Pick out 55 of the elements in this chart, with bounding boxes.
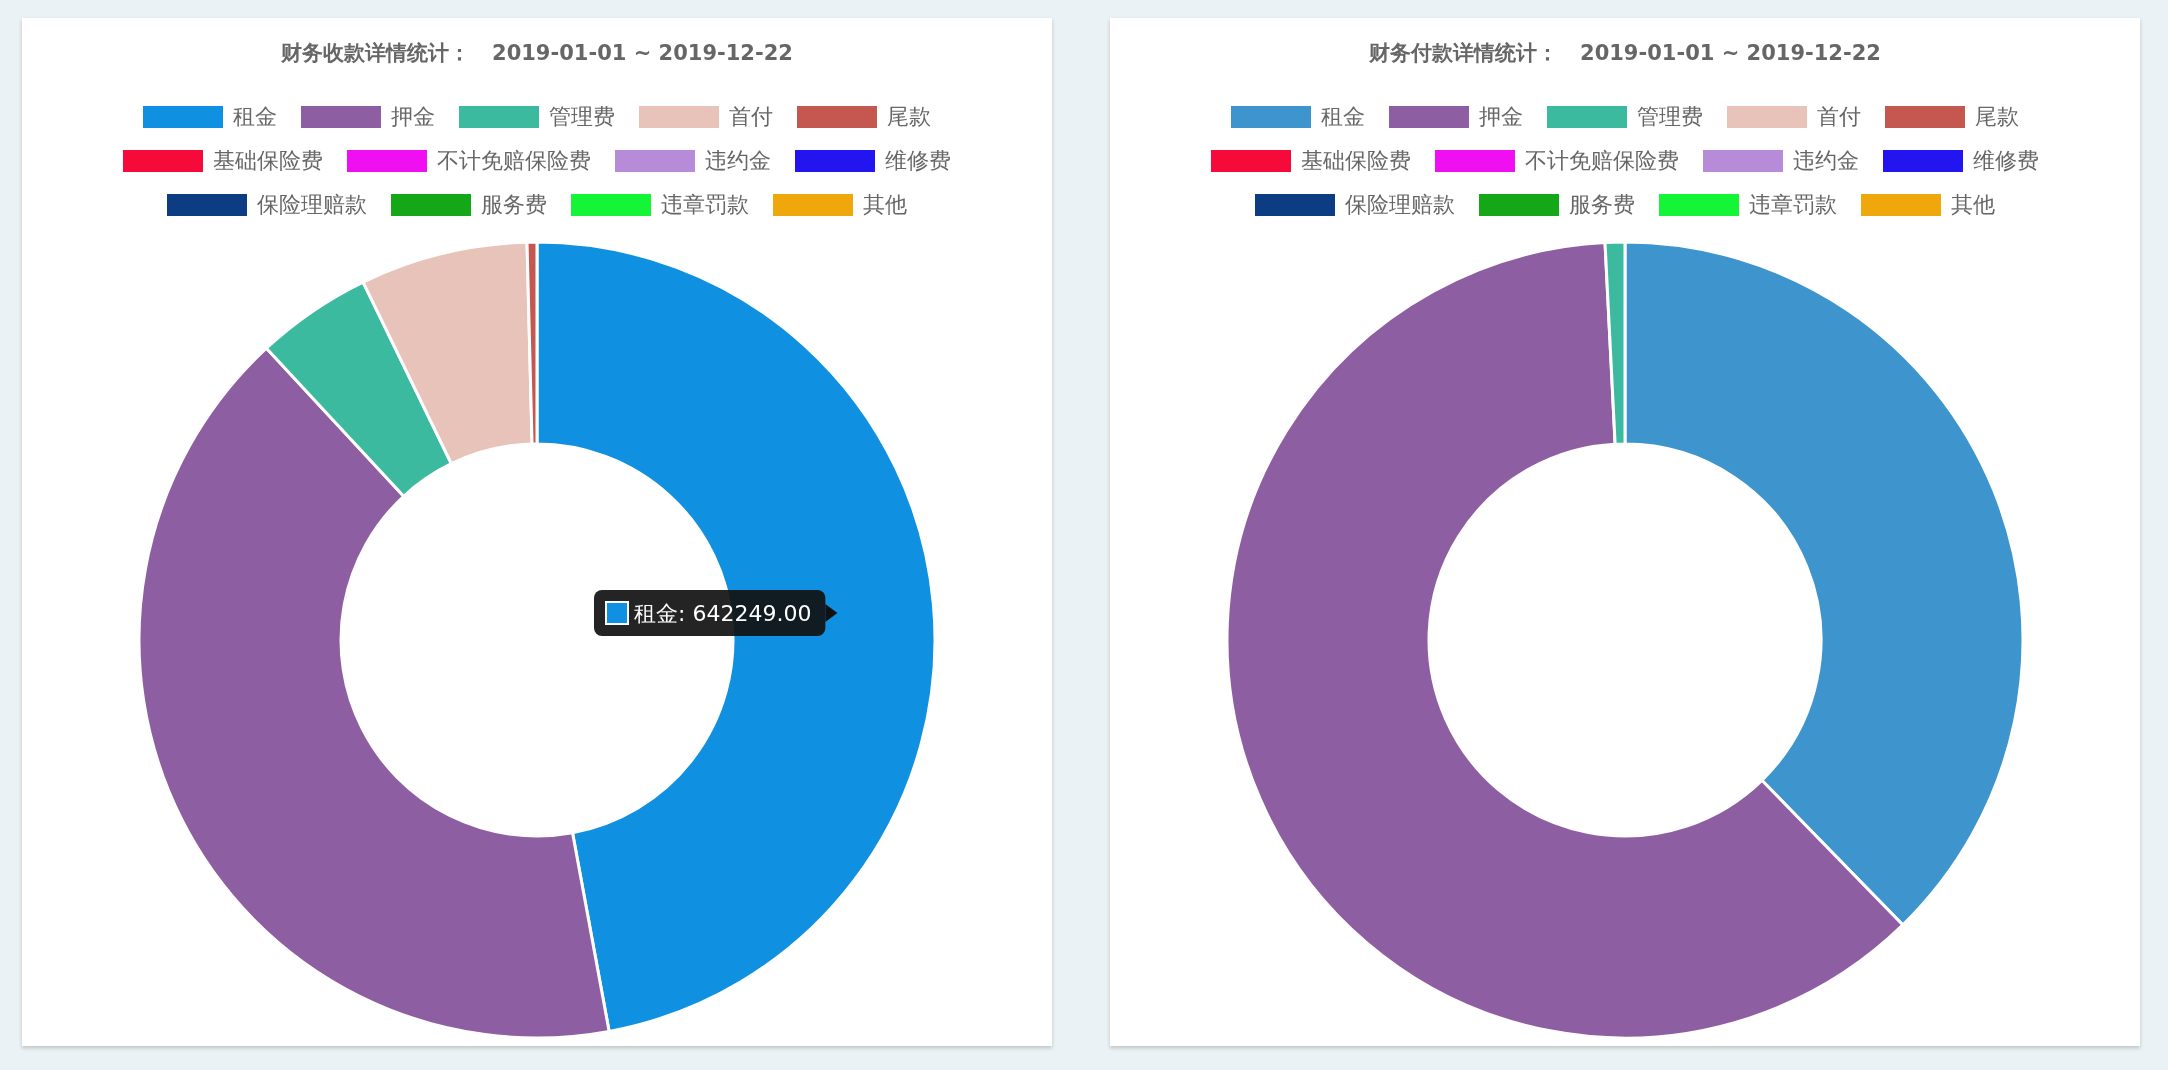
legend-item: 租金 [143,104,277,129]
legend-item: 维修费 [795,148,951,173]
legend-label: 不计免赔保险费 [437,148,591,173]
legend-label: 保险理赔款 [1345,192,1455,217]
legend-item: 基础保险费 [1211,148,1411,173]
legend-label: 基础保险费 [1301,148,1411,173]
legend-item: 违章罚款 [571,192,749,217]
legend-label: 其他 [863,192,907,217]
legend-item: 保险理赔款 [167,192,367,217]
legend-item: 服务费 [1479,192,1635,217]
tooltip: 租金: 642249.00 [594,590,838,636]
legend-label: 违章罚款 [661,192,749,217]
legend-label: 首付 [1817,104,1861,129]
legend-item: 押金 [1389,104,1523,129]
legend-label: 押金 [391,104,435,129]
legend-item: 保险理赔款 [1255,192,1455,217]
legend-label: 服务费 [1569,192,1635,217]
legend-label: 尾款 [1975,104,2019,129]
legend-item: 服务费 [391,192,547,217]
legend-item: 押金 [301,104,435,129]
legend-label: 维修费 [1973,148,2039,173]
legend-item: 管理费 [1547,104,1703,129]
legend-item: 违约金 [1703,148,1859,173]
legend-item: 首付 [1727,104,1861,129]
chart-title: 财务付款详情统计： 2019-01-01 ~ 2019-12-22 [1368,41,1881,65]
legend-item: 首付 [639,104,773,129]
legend-label: 租金 [1321,104,1365,129]
legend-item: 其他 [773,192,907,217]
legend-label: 押金 [1479,104,1523,129]
legend-label: 尾款 [887,104,931,129]
legend-label: 保险理赔款 [257,192,367,217]
legend-item: 违约金 [615,148,771,173]
legend-label: 违约金 [705,148,771,173]
legend-item: 尾款 [1885,104,2019,129]
legend-item: 维修费 [1883,148,2039,173]
chart-title: 财务收款详情统计： 2019-01-01 ~ 2019-12-22 [280,41,793,65]
legend-item: 不计免赔保险费 [347,148,591,173]
legend-label: 管理费 [1637,104,1703,129]
legend-item: 不计免赔保险费 [1435,148,1679,173]
legend-label: 违章罚款 [1749,192,1837,217]
legend-item: 租金 [1231,104,1365,129]
legend-label: 其他 [1951,192,1995,217]
legend-item: 违章罚款 [1659,192,1837,217]
legend-label: 服务费 [481,192,547,217]
legend-item: 其他 [1861,192,1995,217]
legend-label: 基础保险费 [213,148,323,173]
legend-item: 管理费 [459,104,615,129]
legend-label: 违约金 [1793,148,1859,173]
legend-label: 维修费 [885,148,951,173]
legend-label: 首付 [729,104,773,129]
legend-item: 基础保险费 [123,148,323,173]
legend-label: 租金 [233,104,277,129]
legend-label: 不计免赔保险费 [1525,148,1679,173]
legend-label: 管理费 [549,104,615,129]
legend-item: 尾款 [797,104,931,129]
